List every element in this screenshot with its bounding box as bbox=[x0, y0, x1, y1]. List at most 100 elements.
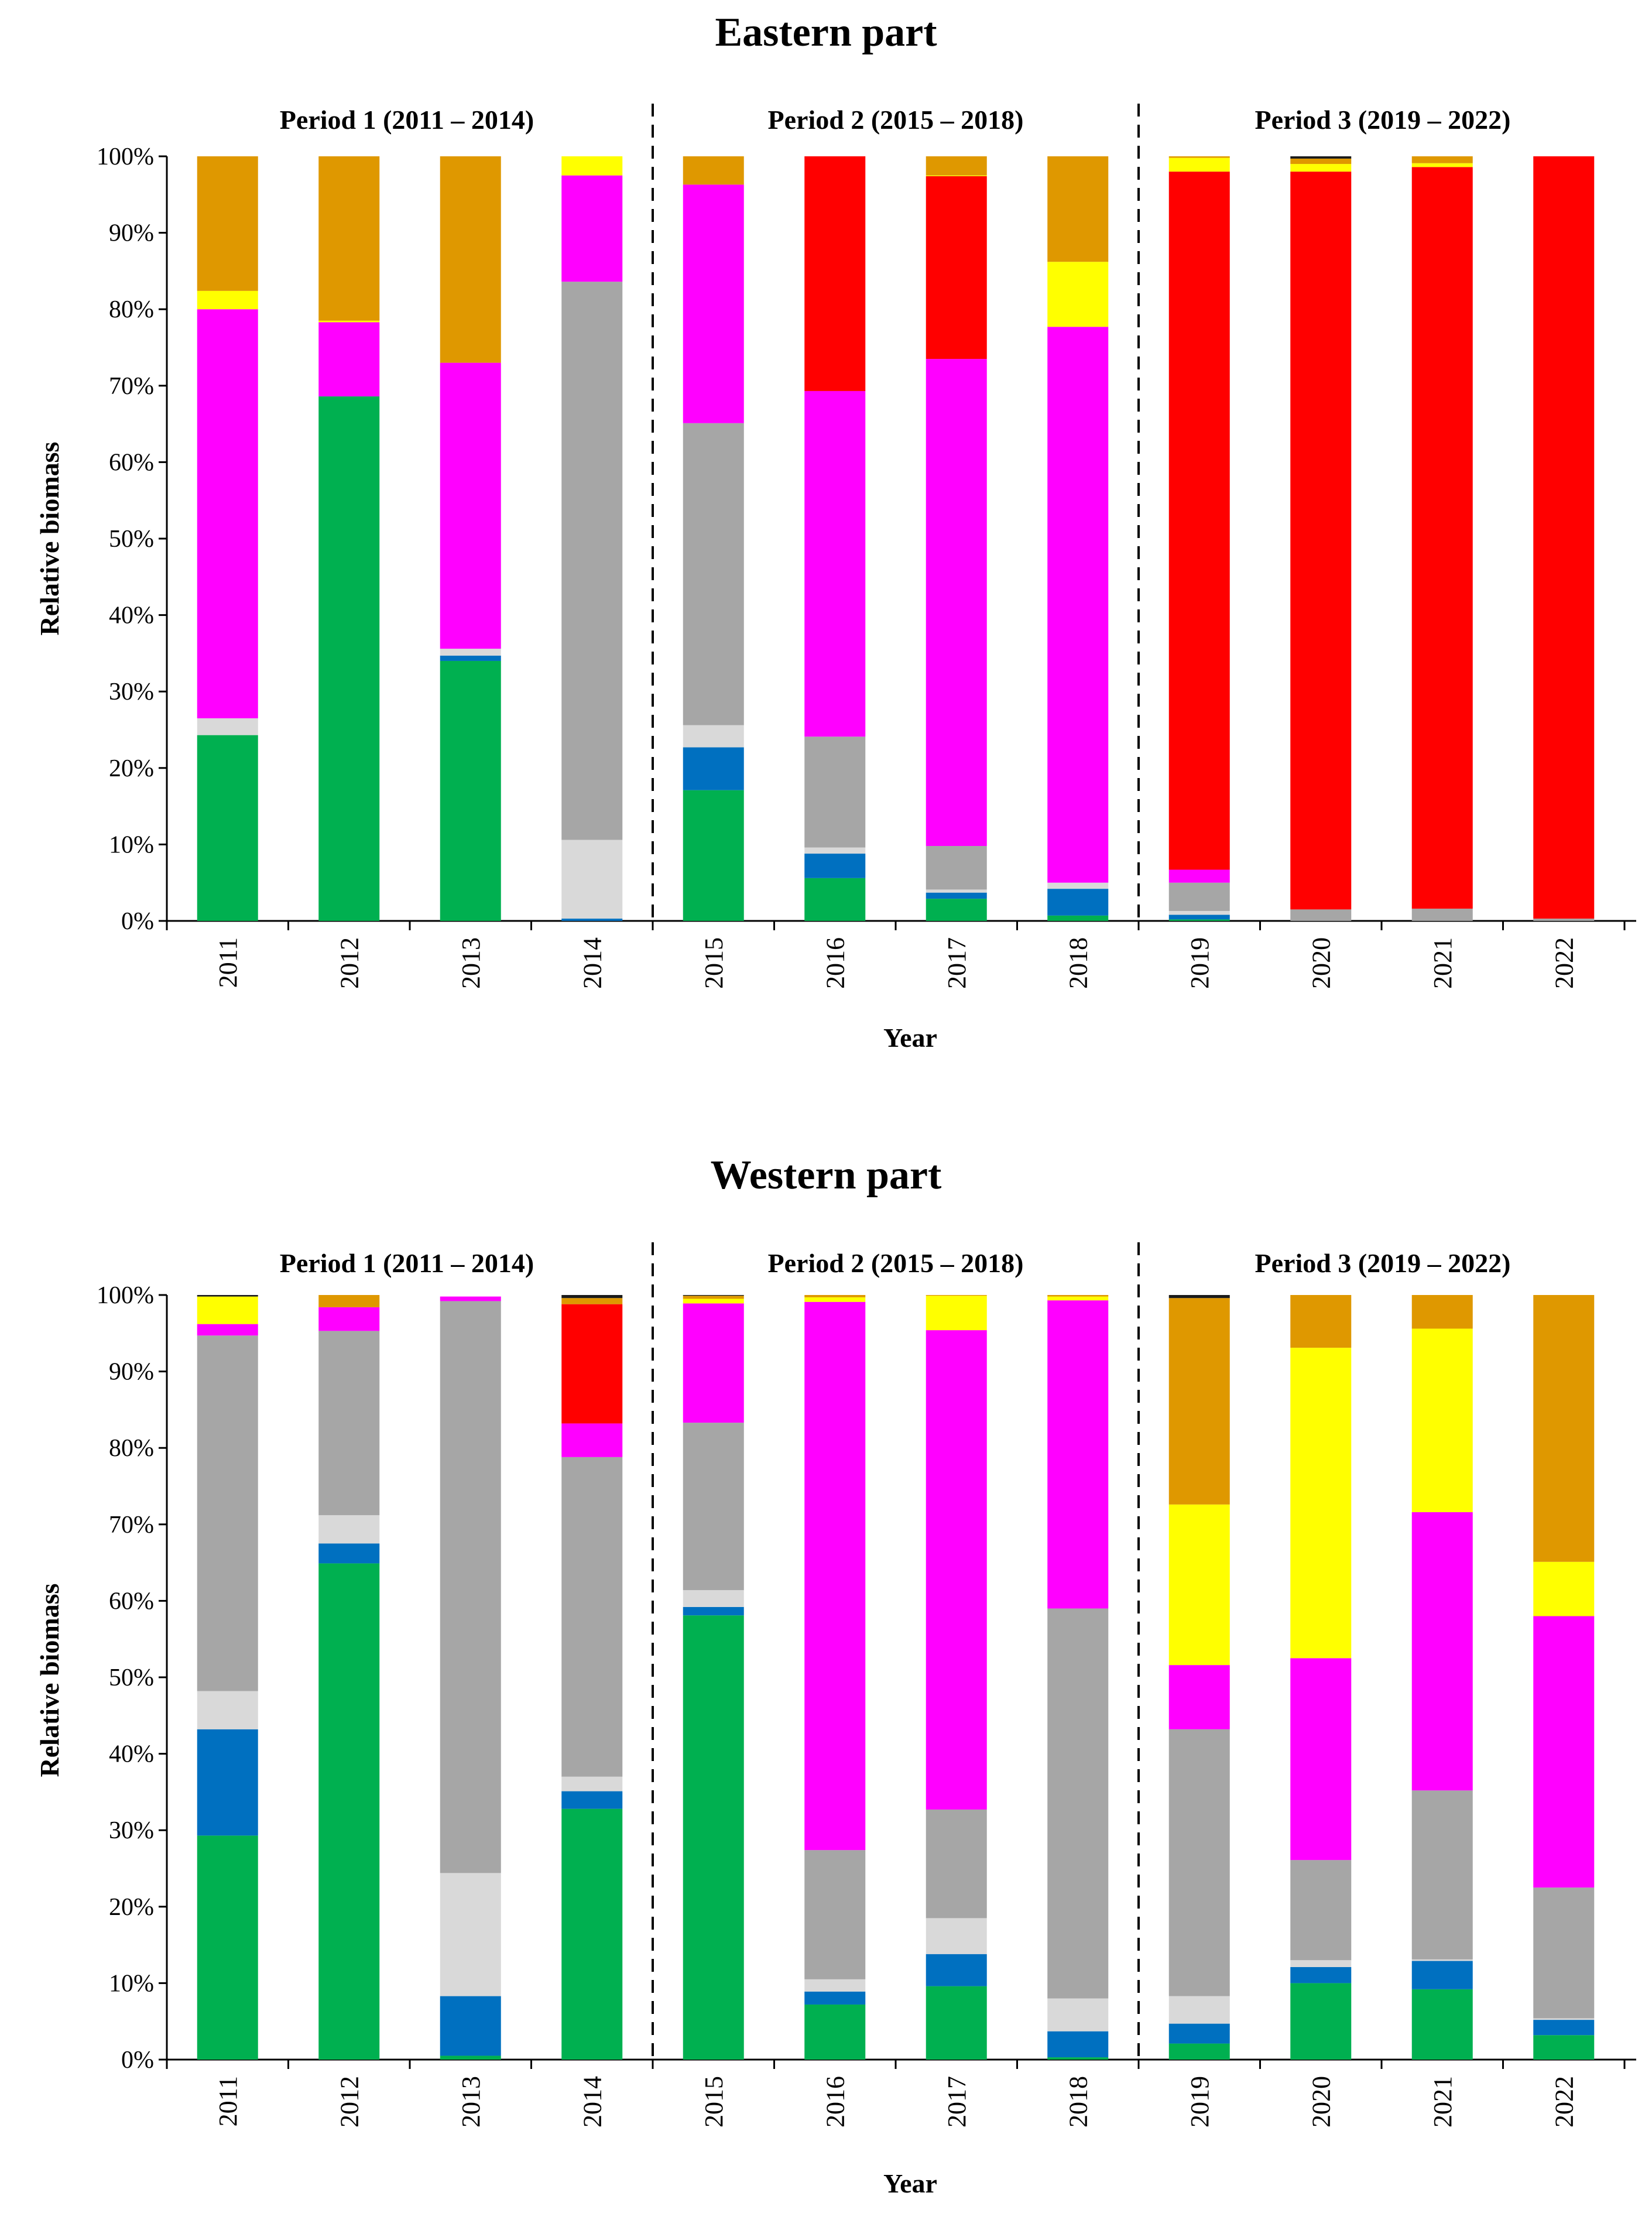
y-tick-label: 90% bbox=[109, 220, 154, 247]
bar-segment bbox=[197, 718, 258, 735]
chart-title: Eastern part bbox=[715, 10, 937, 55]
x-tick-label: 2020 bbox=[1307, 2076, 1335, 2128]
bar-segment bbox=[197, 735, 258, 921]
bar-segment bbox=[1047, 1296, 1109, 1301]
bar-segment bbox=[1533, 1616, 1595, 1888]
y-tick-label: 10% bbox=[109, 1970, 154, 1997]
bar-segment bbox=[1411, 167, 1473, 909]
bar-segment bbox=[1411, 1959, 1473, 1961]
bar-segment bbox=[197, 1729, 258, 1836]
bar-segment bbox=[1168, 914, 1230, 920]
bar-segment bbox=[1533, 1561, 1595, 1616]
y-axis-label: Relative biomass bbox=[35, 442, 64, 636]
x-tick-label: 2021 bbox=[1428, 937, 1457, 989]
bar-segment bbox=[318, 396, 380, 921]
bar-segment bbox=[1411, 1790, 1473, 1959]
bar-segment bbox=[1533, 2035, 1595, 2060]
y-axis-label: Relative biomass bbox=[35, 1584, 64, 1777]
bar-segment bbox=[1168, 919, 1230, 921]
bar-segment bbox=[926, 1986, 987, 2060]
x-tick-label: 2016 bbox=[821, 2076, 849, 2128]
bar-segment bbox=[318, 1295, 380, 1307]
eastern-panel: Eastern part Relative biomass Year Perio… bbox=[35, 10, 1636, 1053]
bar-segment bbox=[1290, 172, 1352, 910]
x-axis-label: Year bbox=[883, 2168, 937, 2198]
bar-segment bbox=[440, 649, 501, 656]
bar-segment bbox=[318, 1563, 380, 2060]
bar-segment bbox=[1047, 327, 1109, 883]
bar-segment bbox=[1168, 1729, 1230, 1996]
bar-segment bbox=[683, 790, 744, 921]
bar-segment bbox=[926, 892, 987, 899]
bar-segment bbox=[804, 736, 866, 848]
bar-segment bbox=[804, 854, 866, 878]
x-tick-label: 2018 bbox=[1064, 937, 1092, 989]
y-tick-label: 40% bbox=[109, 602, 154, 629]
bar-segment bbox=[318, 322, 380, 397]
bar-segment bbox=[1290, 1983, 1352, 2060]
bar-segment bbox=[1290, 1348, 1352, 1659]
bar-segment bbox=[1290, 1658, 1352, 1861]
bar-segment bbox=[926, 1809, 987, 1918]
bar-segment bbox=[561, 1298, 623, 1304]
x-axis-label: Year bbox=[883, 1023, 937, 1053]
bar-segment bbox=[804, 2004, 866, 2060]
bar-segment bbox=[1533, 2018, 1595, 2020]
bar-segment bbox=[683, 1299, 744, 1304]
bar-segment bbox=[197, 1324, 258, 1336]
bar-segment bbox=[561, 1295, 623, 1299]
bar-segment bbox=[1047, 262, 1109, 327]
x-tick-label: 2022 bbox=[1550, 937, 1578, 989]
period-2-label: Period 2 (2015 – 2018) bbox=[768, 105, 1024, 135]
bar-segment bbox=[683, 1615, 744, 2060]
bar-segment bbox=[683, 1423, 744, 1591]
bar-segment bbox=[1168, 1295, 1230, 1299]
bar-segment bbox=[1168, 157, 1230, 172]
bar-segment bbox=[440, 660, 501, 921]
x-tick-label: 2017 bbox=[942, 937, 971, 989]
y-tick-label: 60% bbox=[109, 1588, 154, 1615]
bar-segment bbox=[926, 1954, 987, 1986]
bar-segment bbox=[1290, 909, 1352, 921]
bar-segment bbox=[1290, 1295, 1352, 1348]
bar-segment bbox=[804, 1979, 866, 1992]
bar-segment bbox=[1290, 1967, 1352, 1983]
y-tick-label: 0% bbox=[121, 908, 154, 935]
x-tick-label: 2016 bbox=[821, 937, 849, 989]
x-tick-label: 2015 bbox=[700, 2076, 728, 2128]
bar-segment bbox=[1533, 156, 1595, 919]
bar-segment bbox=[683, 1295, 744, 1296]
bar-segment bbox=[561, 1791, 623, 1809]
bar-segment bbox=[683, 156, 744, 185]
bar-segment bbox=[804, 156, 866, 391]
bar-segment bbox=[1411, 1961, 1473, 1989]
bar-segment bbox=[683, 184, 744, 423]
bar-segment bbox=[1047, 889, 1109, 916]
bar-segment bbox=[1290, 1960, 1352, 1967]
bar-segment bbox=[318, 320, 380, 323]
bar-segment bbox=[1047, 156, 1109, 262]
y-tick-label: 50% bbox=[109, 1664, 154, 1691]
bar-segment bbox=[440, 1301, 501, 1873]
y-tick-label: 20% bbox=[109, 1894, 154, 1921]
bar-segment bbox=[561, 840, 623, 919]
bar-segment bbox=[1047, 882, 1109, 889]
bar-segment bbox=[1533, 919, 1595, 921]
bar-segment bbox=[683, 1303, 744, 1423]
x-tick-label: 2012 bbox=[335, 937, 364, 989]
bar-segment bbox=[561, 1304, 623, 1424]
bar-segment bbox=[1533, 1887, 1595, 2019]
x-tick-label: 2013 bbox=[457, 937, 485, 989]
bar-segment bbox=[1168, 911, 1230, 915]
y-tick-label: 100% bbox=[97, 143, 154, 170]
bar-segment bbox=[926, 899, 987, 921]
bar-segment bbox=[804, 878, 866, 921]
x-tick-label: 2022 bbox=[1550, 2076, 1578, 2128]
bar-segment bbox=[197, 309, 258, 718]
period-3-label: Period 3 (2019 – 2022) bbox=[1255, 105, 1511, 135]
bar-segment bbox=[561, 1808, 623, 2060]
x-tick-label: 2019 bbox=[1185, 2076, 1214, 2128]
bar-segment bbox=[197, 1335, 258, 1691]
bar-segment bbox=[683, 423, 744, 725]
